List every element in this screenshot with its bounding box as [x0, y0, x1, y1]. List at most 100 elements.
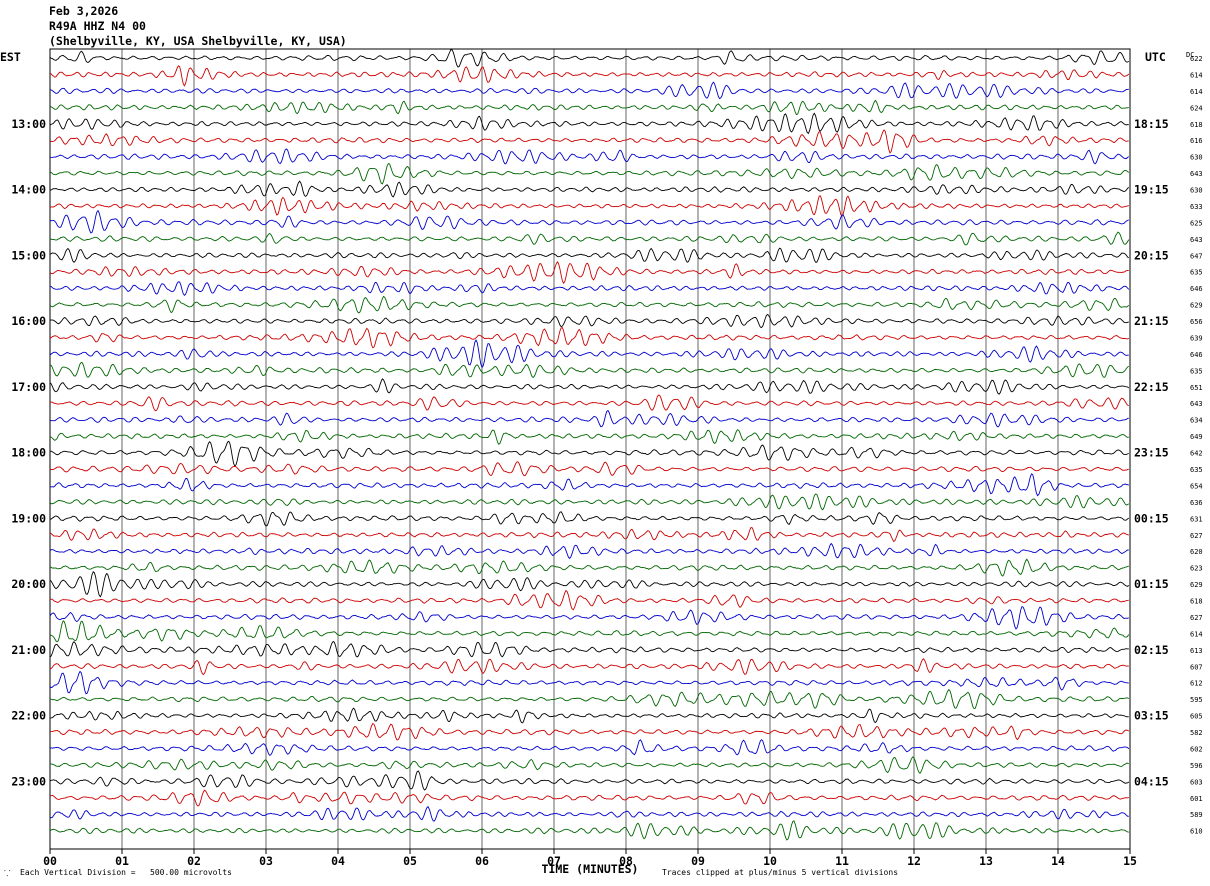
plot-date: Feb 3,2026	[49, 4, 119, 18]
dc-offset-label: 612	[1190, 680, 1203, 688]
seismic-trace	[49, 49, 1130, 68]
seismic-trace	[49, 339, 1129, 369]
seismic-trace	[49, 81, 1129, 100]
seismic-trace	[49, 148, 1130, 165]
x-tick-label: 01	[115, 854, 129, 868]
dc-offset-label: 614	[1190, 630, 1203, 638]
dc-offset-label: 651	[1190, 384, 1203, 392]
seismic-trace	[49, 722, 1130, 741]
seismic-trace	[49, 620, 1130, 643]
dc-offset-label: 595	[1190, 696, 1203, 704]
dc-offset-label: 613	[1190, 647, 1203, 655]
seismic-trace	[49, 440, 1129, 467]
seismic-trace	[49, 738, 1130, 756]
est-hour-label: 14:00	[11, 183, 46, 197]
seismic-trace	[49, 112, 1129, 135]
est-hour-label: 23:00	[11, 774, 46, 788]
x-tick-label: 06	[475, 854, 489, 868]
dc-offset-label: 625	[1190, 219, 1203, 227]
seismic-trace	[49, 493, 1130, 511]
seismic-trace	[49, 327, 1129, 349]
x-tick-label: 09	[691, 854, 705, 868]
seismic-trace	[49, 605, 1129, 630]
dc-offset-label: 610	[1190, 828, 1203, 836]
utc-hour-label: 19:15	[1134, 183, 1169, 197]
x-tick-label: 10	[763, 854, 777, 868]
seismic-trace	[49, 394, 1129, 412]
x-tick-label: 08	[619, 854, 633, 868]
dc-offset-label: 622	[1190, 55, 1203, 63]
dc-offset-label: 635	[1190, 466, 1203, 474]
seismic-trace	[49, 429, 1129, 446]
seismic-trace	[49, 789, 1129, 807]
est-hour-label: 15:00	[11, 248, 46, 262]
scale-marker-icon: ⸪	[4, 869, 11, 878]
x-tick-label: 13	[979, 854, 993, 868]
seismic-trace	[49, 558, 1129, 577]
x-tick-label: 14	[1051, 854, 1065, 868]
dc-offset-label: 634	[1190, 417, 1203, 425]
seismic-trace	[49, 247, 1130, 264]
seismic-trace	[49, 260, 1129, 284]
seismic-trace	[49, 473, 1130, 497]
x-tick-label: 04	[331, 854, 345, 868]
dc-offset-label: 643	[1190, 236, 1203, 244]
dc-offset-label: 624	[1190, 104, 1203, 112]
dc-offset-label: 623	[1190, 565, 1203, 573]
dc-offset-label: 603	[1190, 778, 1203, 786]
utc-hour-label: 02:15	[1134, 643, 1169, 657]
utc-hour-label: 01:15	[1134, 577, 1169, 591]
seismic-trace	[50, 589, 1129, 611]
seismic-trace	[49, 129, 1129, 154]
seismic-trace	[49, 670, 1129, 695]
dc-offset-label: 589	[1190, 811, 1203, 819]
x-tick-label: 12	[907, 854, 921, 868]
dc-offset-label: 642	[1190, 450, 1203, 458]
dc-offset-label: 630	[1190, 187, 1203, 195]
dc-offset-label: 649	[1190, 433, 1203, 441]
seismic-trace	[49, 707, 1129, 724]
utc-hour-label: 22:15	[1134, 380, 1169, 394]
dc-offset-label: 618	[1190, 121, 1203, 129]
dc-offset-label: 596	[1190, 762, 1203, 770]
utc-hour-label: 21:15	[1134, 314, 1169, 328]
est-hour-label: 21:00	[11, 643, 46, 657]
seismic-trace	[49, 805, 1129, 822]
est-hour-label: 17:00	[11, 380, 46, 394]
seismic-trace	[49, 511, 1130, 527]
seismic-trace	[49, 527, 1129, 543]
seismic-trace	[49, 361, 1130, 378]
seismic-trace	[49, 180, 1130, 198]
utc-hour-label: 04:15	[1134, 774, 1169, 788]
est-hour-label: 13:00	[11, 117, 46, 131]
seismic-trace	[49, 542, 1129, 560]
dc-offset-label: 654	[1190, 482, 1203, 490]
dc-offset-label: 601	[1190, 795, 1203, 803]
est-hour-label: 20:00	[11, 577, 46, 591]
seismic-trace	[49, 378, 1130, 395]
dc-offset-label: 647	[1190, 252, 1203, 260]
dc-offset-label: 630	[1190, 154, 1203, 162]
x-tick-label: 05	[403, 854, 417, 868]
utc-hour-label: 18:15	[1134, 117, 1169, 131]
seismic-trace	[49, 770, 1130, 791]
x-tick-label: 15	[1123, 854, 1137, 868]
seismic-trace	[49, 409, 1129, 428]
utc-hour-label: 23:15	[1134, 446, 1169, 460]
x-axis-title: TIME (MINUTES)	[542, 862, 639, 876]
seismic-trace	[49, 640, 1129, 658]
est-hour-label: 16:00	[11, 314, 46, 328]
dc-offset-label: 616	[1190, 137, 1203, 145]
dc-offset-label: 614	[1190, 71, 1203, 79]
dc-offset-label: 627	[1190, 614, 1203, 622]
seismic-trace	[49, 313, 1129, 328]
clip-note: Traces clipped at plus/minus 5 vertical …	[662, 868, 899, 877]
dc-offset-label: 635	[1190, 269, 1203, 277]
dc-offset-label: 627	[1190, 532, 1203, 540]
dc-offset-label: 629	[1190, 302, 1203, 310]
dc-offset-label: 629	[1190, 581, 1203, 589]
dc-offset-label: 643	[1190, 170, 1203, 178]
est-hour-label: 22:00	[11, 709, 46, 723]
est-label: EST	[0, 50, 21, 64]
dc-label: DC	[1186, 51, 1194, 59]
